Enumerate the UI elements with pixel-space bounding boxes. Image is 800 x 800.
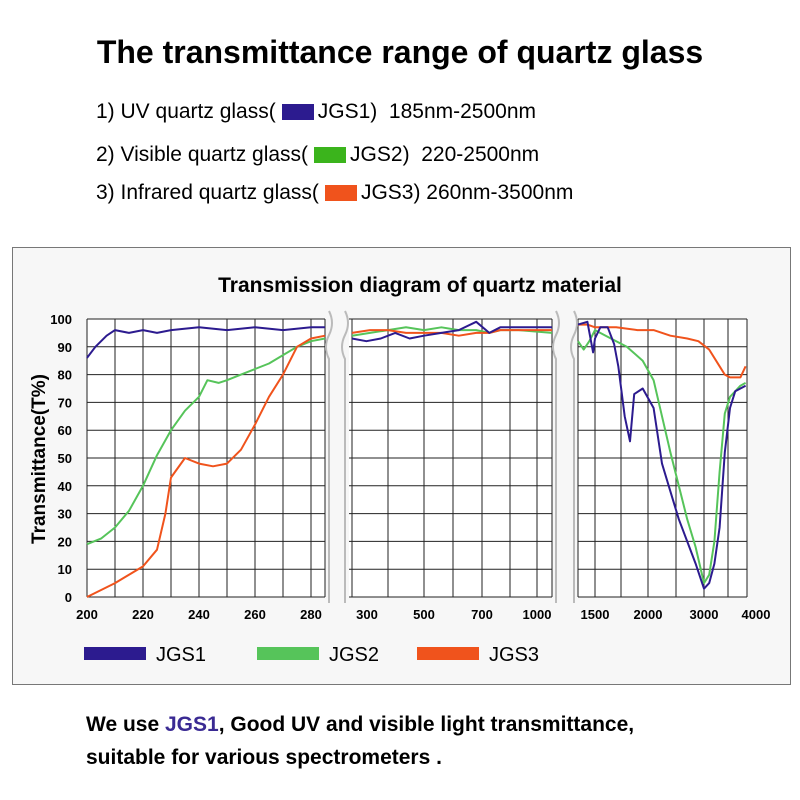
legend-line-prefix: 3) Infrared quartz glass( — [96, 181, 319, 204]
legend-swatch-jgs3 — [417, 647, 479, 660]
legend-label-jgs2: JGS2 — [329, 644, 379, 666]
x-tick-label: 2000 — [634, 607, 663, 622]
jgs3-swatch — [324, 185, 357, 201]
x-tick-label: 240 — [188, 607, 210, 622]
transmission-chart: Transmission diagram of quartz material … — [29, 274, 771, 666]
y-tick-label: 90 — [58, 340, 72, 355]
y-tick-label: 40 — [58, 479, 72, 494]
footer-text: We use JGS1, Good UV and visible light t… — [86, 708, 634, 774]
x-tick-label: 260 — [244, 607, 266, 622]
x-tick-label: 500 — [413, 607, 435, 622]
series-line-jgs2 — [86, 337, 326, 546]
page-title: The transmittance range of quartz glass — [96, 34, 704, 70]
axis-break-marker — [570, 310, 578, 603]
y-tick-label: 20 — [58, 534, 72, 549]
footer-line-1: We use JGS1, Good UV and visible light t… — [86, 708, 634, 741]
legend-line-code: JGS2) — [350, 143, 410, 166]
legend-line-jgs1: 1) UV quartz glass( JGS1) 185nm-2500nm — [96, 100, 536, 124]
jgs1-swatch — [281, 104, 314, 120]
x-tick-label: 1000 — [523, 607, 552, 622]
legend-line-prefix: 2) Visible quartz glass( — [96, 143, 309, 166]
axis-break-marker — [341, 310, 349, 603]
y-tick-label: 10 — [58, 562, 72, 577]
legend-line-jgs2: 2) Visible quartz glass( JGS2) 220-2500nm — [96, 143, 539, 167]
legend-swatch-jgs1 — [84, 647, 146, 660]
footer-line-2: suitable for various spectrometers . — [86, 746, 442, 769]
x-tick-label: 3000 — [690, 607, 719, 622]
y-tick-label: 30 — [58, 507, 72, 522]
axis-break-marker — [552, 310, 560, 603]
y-tick-label: 70 — [58, 395, 72, 410]
chart-title: Transmission diagram of quartz material — [218, 274, 622, 297]
x-tick-label: 200 — [76, 607, 98, 622]
series-line-jgs2 — [577, 329, 747, 585]
legend-label-jgs1: JGS1 — [156, 644, 206, 666]
legend-line-code: JGS3) — [360, 181, 421, 204]
y-tick-label: 50 — [58, 451, 72, 466]
y-axis-label: Transmittance(T%) — [29, 374, 50, 544]
legend-line-jgs3: 3) Infrared quartz glass( JGS3) 260nm-350… — [96, 181, 573, 205]
legend-line-range: 220-2500nm — [421, 143, 540, 166]
x-tick-label: 1500 — [581, 607, 610, 622]
legend-label-jgs3: JGS3 — [489, 644, 539, 666]
legend-swatch-jgs2 — [257, 647, 319, 660]
x-tick-label: 300 — [356, 607, 378, 622]
footer-prefix: We use — [86, 713, 165, 736]
legend-line-range: 185nm-2500nm — [388, 100, 537, 123]
legend-line-prefix: 1) UV quartz glass( — [96, 100, 276, 123]
y-tick-label: 80 — [58, 368, 72, 383]
legend-line-code: JGS1) — [317, 100, 378, 123]
series-line-jgs3 — [351, 329, 552, 337]
series-line-jgs1 — [577, 320, 747, 590]
series-line-jgs3 — [86, 334, 326, 598]
y-tick-label: 100 — [50, 312, 72, 327]
series-line-jgs1 — [351, 320, 552, 343]
axis-break-marker — [325, 310, 333, 603]
legend-line-range: 260nm-3500nm — [426, 181, 574, 204]
y-tick-label: 0 — [65, 590, 72, 605]
jgs2-swatch — [314, 147, 347, 163]
x-tick-label: 700 — [471, 607, 493, 622]
x-tick-label: 220 — [132, 607, 154, 622]
series-line-jgs1 — [86, 326, 325, 359]
y-tick-label: 60 — [58, 423, 72, 438]
x-tick-label: 280 — [300, 607, 322, 622]
footer-rest: , Good UV and visible light transmittanc… — [218, 713, 635, 736]
x-tick-label: 4000 — [742, 607, 771, 622]
footer-highlight: JGS1 — [164, 713, 219, 736]
